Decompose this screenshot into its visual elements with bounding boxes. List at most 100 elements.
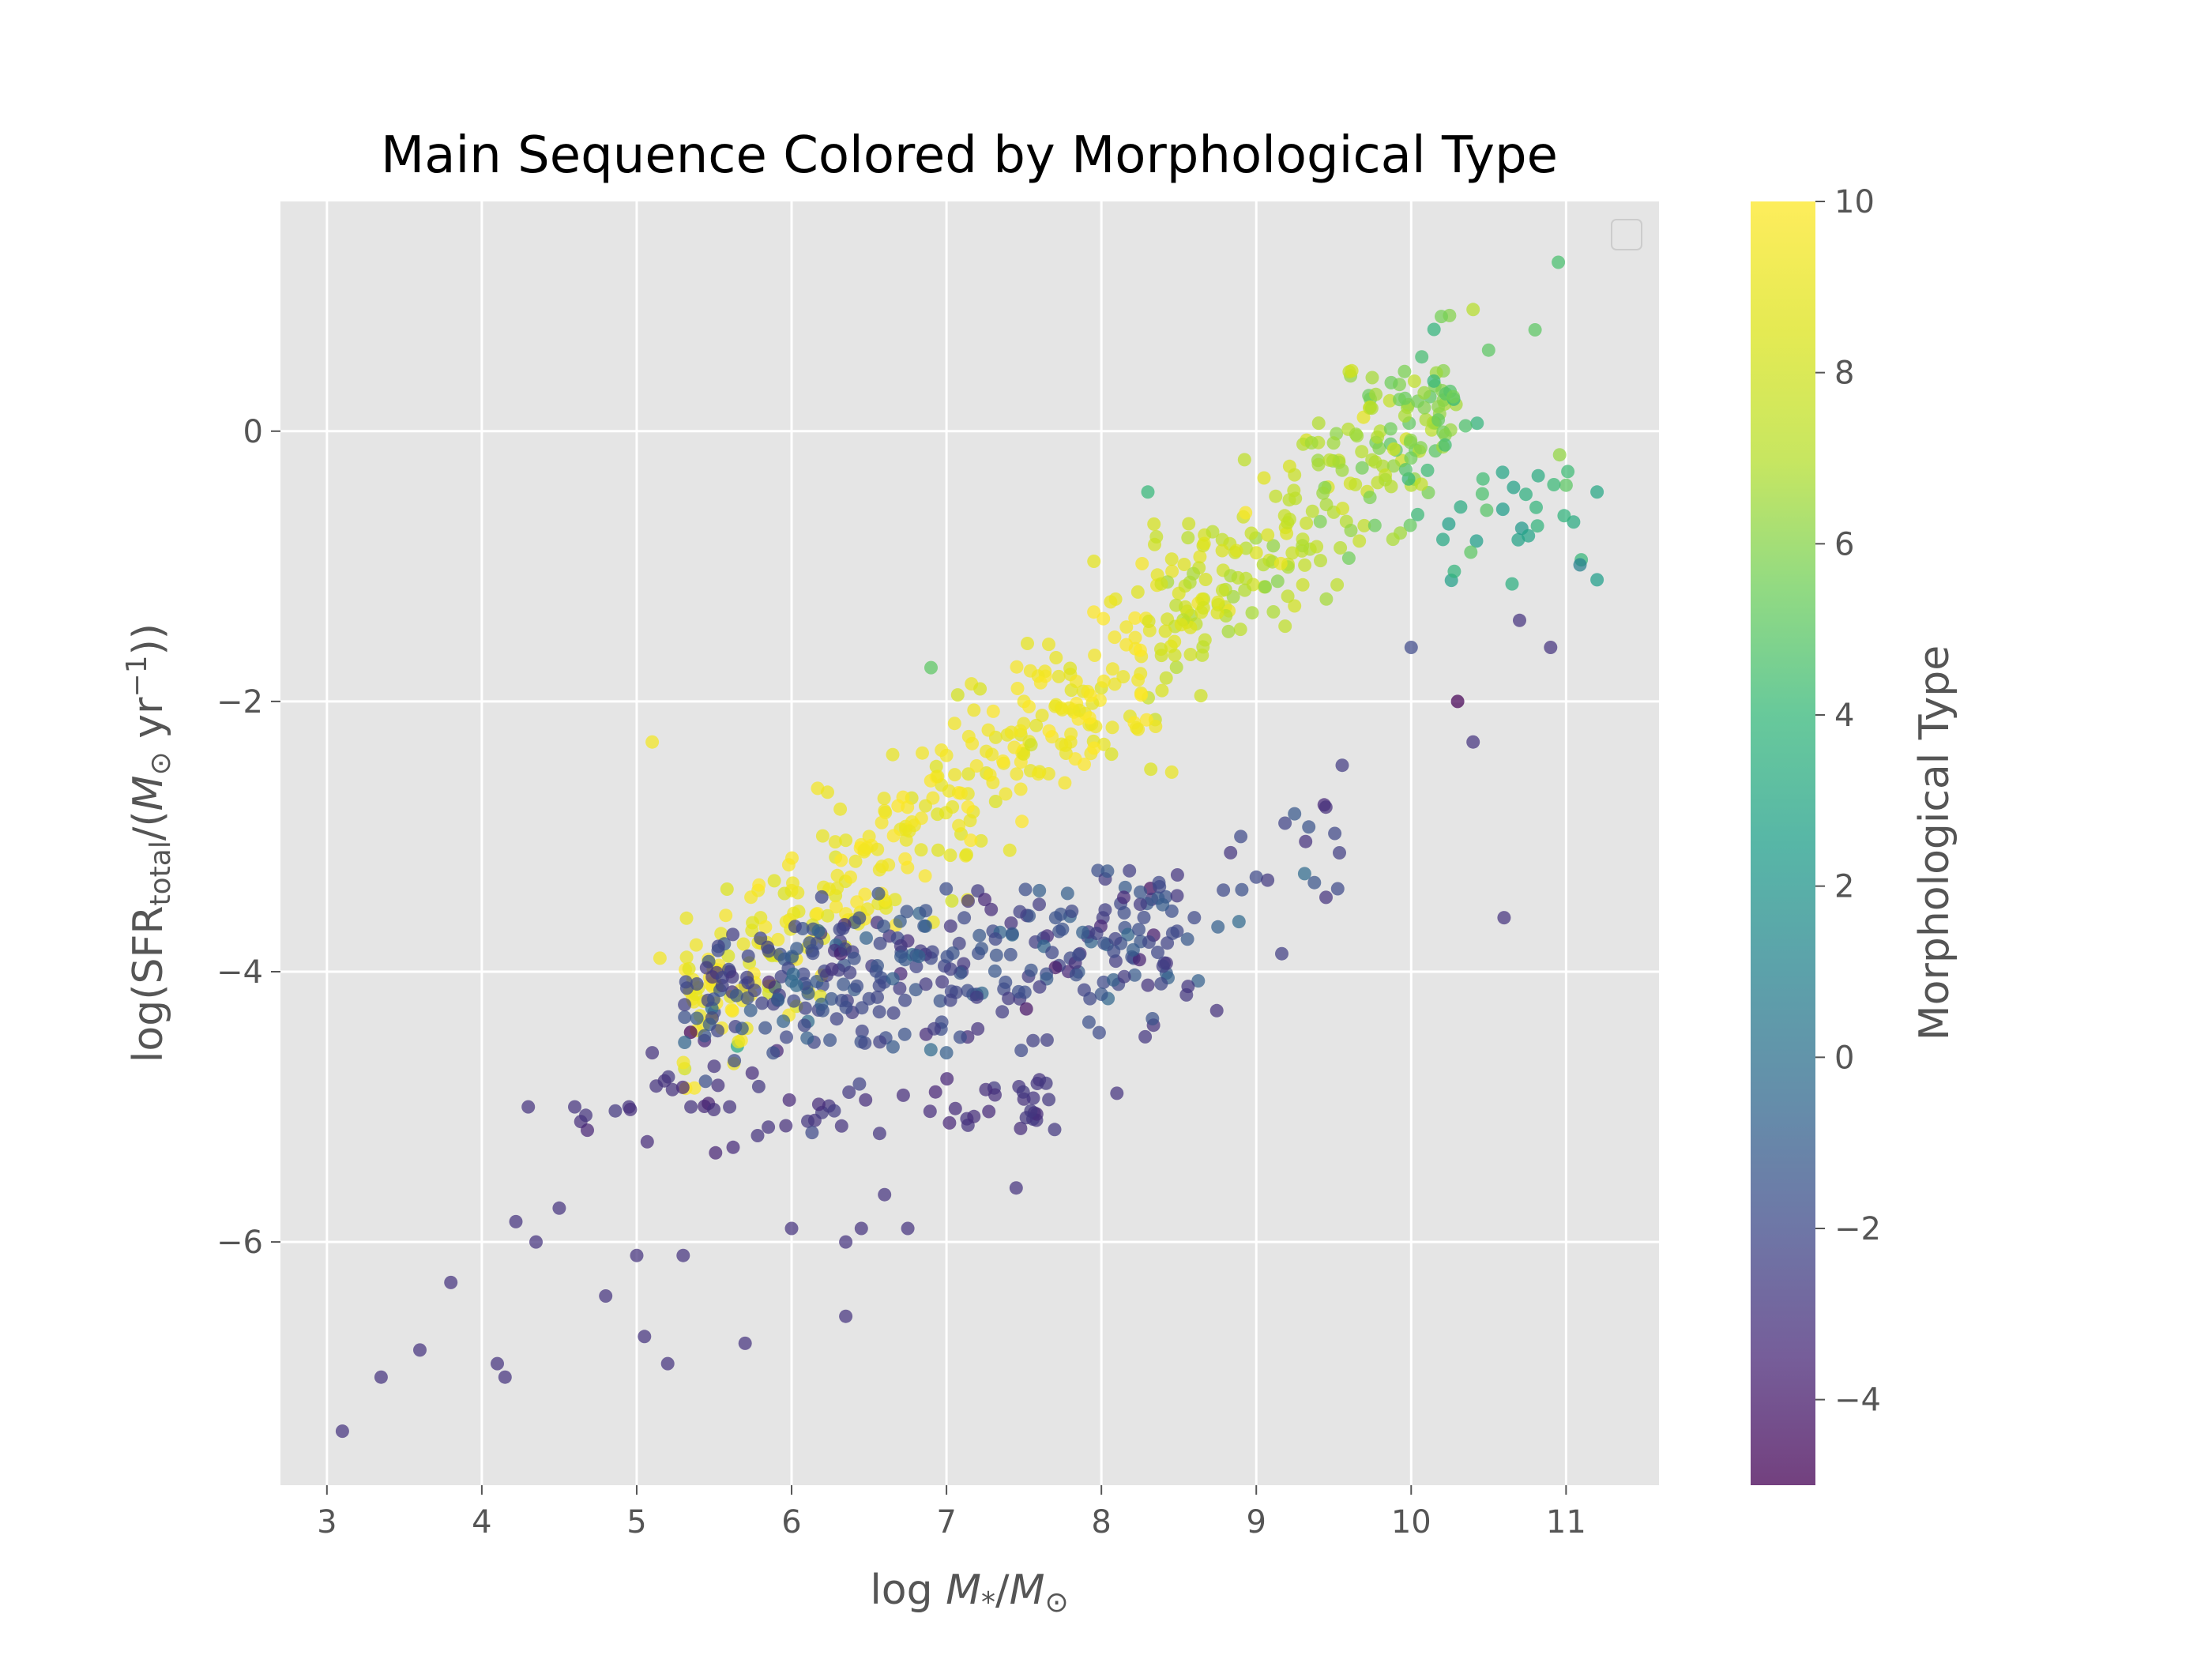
scatter-point: [893, 981, 907, 995]
scatter-points: [335, 255, 1604, 1439]
scatter-point: [1344, 524, 1358, 537]
scatter-point: [943, 848, 957, 863]
scatter-point: [1117, 906, 1131, 920]
scatter-point: [1100, 864, 1115, 878]
scatter-point: [914, 843, 928, 857]
scatter-point: [1442, 517, 1456, 531]
scatter-point: [1165, 926, 1179, 940]
scatter-point: [1464, 545, 1478, 559]
scatter-point: [1349, 427, 1363, 442]
scatter-point: [1511, 532, 1525, 547]
scatter-point: [1105, 662, 1119, 676]
scatter-point: [988, 964, 1002, 978]
scatter-point: [1239, 571, 1253, 585]
scatter-point: [901, 800, 915, 814]
scatter-point: [839, 1309, 853, 1323]
scatter-point: [1198, 573, 1213, 586]
scatter-point: [1288, 491, 1303, 506]
scatter-point: [725, 970, 739, 984]
scatter-point: [579, 1108, 592, 1123]
scatter-point: [1355, 461, 1369, 475]
scatter-point: [1078, 758, 1091, 771]
scatter-point: [780, 1030, 793, 1044]
scatter-point: [581, 1123, 594, 1138]
scatter-point: [954, 786, 968, 800]
scatter-point: [1224, 845, 1238, 860]
scatter-point: [729, 988, 743, 1003]
scatter-point: [1063, 661, 1078, 675]
scatter-point: [988, 795, 1003, 808]
scatter-point: [893, 914, 907, 928]
scatter-point: [908, 983, 923, 997]
scatter-point: [1249, 870, 1263, 884]
scatter-point: [886, 972, 900, 986]
scatter-point: [923, 1104, 937, 1119]
scatter-point: [1010, 660, 1024, 674]
scatter-point: [948, 768, 962, 782]
scatter-point: [1249, 546, 1263, 560]
scatter-point: [1146, 1012, 1160, 1025]
scatter-point: [821, 908, 835, 923]
scatter-point: [678, 1010, 692, 1025]
scatter-point: [1365, 371, 1379, 385]
scatter-point: [1316, 486, 1330, 500]
scatter-point: [771, 992, 785, 1006]
scatter-point: [1336, 502, 1349, 516]
scatter-point: [972, 928, 987, 942]
colorbar-tick-label: −2: [1834, 1211, 1881, 1247]
scatter-point: [837, 977, 851, 991]
scatter-point: [1314, 554, 1327, 568]
scatter-point: [782, 1093, 796, 1107]
scatter-point: [806, 946, 820, 961]
scatter-point: [1398, 364, 1412, 378]
scatter-point: [1064, 727, 1078, 741]
scatter-point: [1590, 485, 1604, 499]
scatter-point: [852, 1077, 867, 1091]
scatter-point: [1042, 1093, 1056, 1107]
scatter-point: [1014, 724, 1027, 738]
scatter-point: [1144, 762, 1158, 777]
scatter-point: [1299, 834, 1313, 848]
scatter-point: [1334, 541, 1348, 555]
scatter-point: [986, 704, 1000, 718]
scatter-point: [1026, 1033, 1040, 1048]
scatter-point: [1393, 393, 1406, 407]
scatter-point: [1258, 580, 1273, 594]
scatter-point: [898, 852, 912, 866]
scatter-point: [952, 818, 966, 833]
scatter-point: [1065, 905, 1079, 918]
scatter-point: [918, 869, 932, 883]
scatter-point: [827, 1104, 841, 1118]
scatter-point: [1082, 711, 1097, 725]
y-axis-label: log(SFRtotal/(M⊙ yr−1)): [121, 623, 177, 1063]
scatter-point: [1221, 624, 1236, 638]
scatter-point: [1169, 660, 1183, 675]
scatter-point: [1446, 389, 1461, 404]
scatter-point: [1261, 873, 1275, 887]
scatter-point: [811, 1097, 826, 1112]
scatter-point: [1134, 885, 1147, 899]
colorbar: [1751, 201, 1815, 1485]
scatter-point: [1245, 606, 1259, 620]
x-axis-label: log M*/M⊙: [870, 1567, 1068, 1619]
scatter-point: [875, 815, 889, 830]
scatter-point: [1003, 843, 1017, 857]
scatter-point: [754, 931, 768, 946]
scatter-point: [1134, 688, 1148, 702]
scatter-point: [1128, 630, 1142, 645]
scatter-point: [1142, 935, 1156, 949]
scatter-point: [872, 1127, 886, 1141]
scatter-point: [953, 1030, 967, 1044]
scatter-point: [1180, 932, 1194, 946]
scatter-point: [1311, 416, 1326, 431]
scatter-point: [1048, 1123, 1062, 1137]
scatter-point: [835, 994, 848, 1007]
scatter-point: [1097, 674, 1111, 688]
scatter-point: [963, 814, 977, 828]
scatter-point: [1108, 677, 1122, 691]
scatter-point: [1403, 518, 1417, 532]
scatter-point: [1513, 613, 1526, 627]
scatter-point: [1035, 709, 1049, 723]
scatter-point: [1233, 623, 1247, 637]
scatter-point: [1495, 502, 1510, 517]
